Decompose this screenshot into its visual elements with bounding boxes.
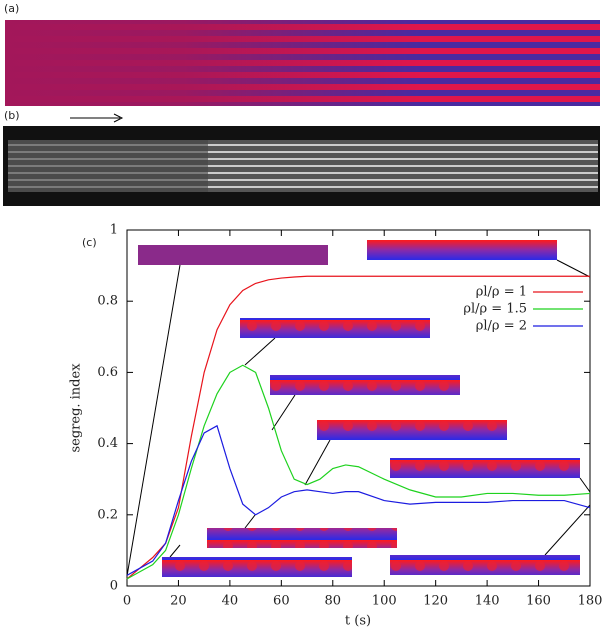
y-tick-label: 0.4: [97, 436, 118, 451]
legend-label: ρl/ρ = 1: [476, 285, 527, 300]
inset-image: [270, 375, 460, 395]
series-line: [126, 275, 590, 580]
inset-image: [367, 240, 557, 260]
insets: [126, 240, 591, 577]
x-tick-label: 80: [325, 594, 342, 609]
inset-image: [162, 557, 352, 577]
x-tick-label: 40: [222, 594, 239, 609]
y-tick-label: 0.2: [97, 507, 118, 522]
y-tick-label: 0: [110, 579, 118, 594]
x-tick-label: 160: [526, 594, 551, 609]
arrow-head: [113, 113, 124, 123]
panel-label: (a): [4, 2, 19, 15]
inset-image: [390, 458, 580, 478]
x-tick-label: 140: [475, 594, 500, 609]
leader-line: [304, 439, 331, 486]
leader-line: [544, 504, 591, 556]
inset-image: [138, 245, 328, 265]
leader-line: [126, 264, 181, 577]
leader-line: [271, 394, 296, 431]
panel-a-overlay: [5, 20, 600, 106]
plot-frame: [126, 229, 591, 587]
leader-line: [556, 259, 591, 278]
x-tick-label: 60: [273, 594, 290, 609]
panel-label: (c): [82, 236, 97, 249]
y-tick-label: 0.8: [97, 294, 118, 309]
y-tick-label: 1: [110, 223, 118, 238]
panel-label: (b): [4, 109, 20, 122]
y-tick-label: 0.6: [97, 365, 118, 380]
leader-line: [169, 544, 181, 558]
series-line: [126, 424, 591, 576]
inset-image: [317, 420, 507, 440]
leader-line: [244, 337, 276, 366]
legend-label: ρl/ρ = 2: [476, 319, 527, 334]
x-tick-label: 20: [170, 594, 187, 609]
inset-image: [390, 555, 580, 575]
x-tick-label: 180: [578, 594, 603, 609]
x-tick-label: 100: [372, 594, 397, 609]
leader-line: [244, 514, 256, 529]
inset-image: [207, 528, 397, 548]
series-line: [126, 364, 591, 580]
x-tick-label: 120: [423, 594, 448, 609]
legend-label: ρl/ρ = 1.5: [463, 302, 527, 317]
y-axis-label: segreg. index: [69, 363, 84, 453]
panel-b-mixed: [8, 140, 208, 192]
inset-image: [240, 318, 430, 338]
leader-line: [579, 477, 591, 493]
x-axis-label: t (s): [345, 614, 371, 629]
x-tick-label: 0: [123, 594, 131, 609]
